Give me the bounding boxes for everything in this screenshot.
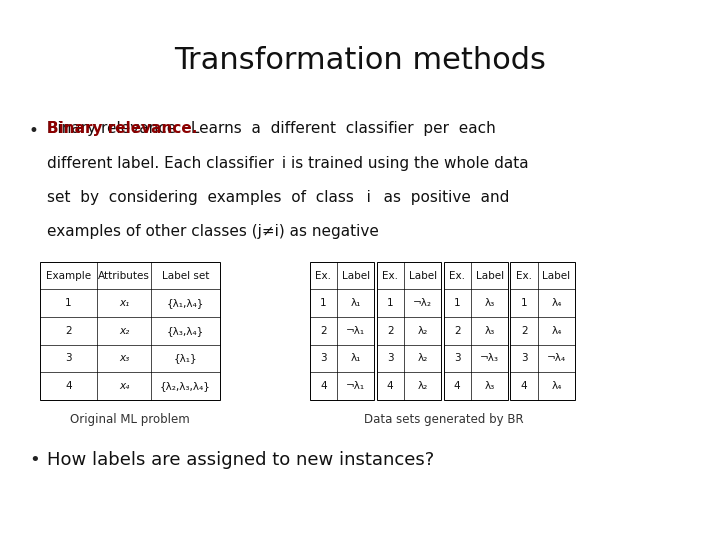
Text: λ₄: λ₄ [552, 326, 562, 336]
Text: Label: Label [341, 271, 370, 281]
Text: 3: 3 [320, 353, 327, 363]
Text: 1: 1 [387, 298, 394, 308]
Text: {λ₁,λ₄}: {λ₁,λ₄} [167, 298, 204, 308]
Text: x₃: x₃ [119, 353, 130, 363]
Text: ¬λ₄: ¬λ₄ [547, 353, 566, 363]
Text: λ₁: λ₁ [351, 353, 361, 363]
Text: {λ₂,λ₃,λ₄}: {λ₂,λ₃,λ₄} [160, 381, 211, 391]
Text: 3: 3 [521, 353, 528, 363]
Text: Transformation methods: Transformation methods [174, 46, 546, 75]
Text: 2: 2 [320, 326, 327, 336]
FancyBboxPatch shape [310, 262, 374, 400]
Text: Ex.: Ex. [382, 271, 398, 281]
Text: How labels are assigned to new instances?: How labels are assigned to new instances… [47, 451, 434, 469]
Text: x₂: x₂ [119, 326, 130, 336]
Text: Ex.: Ex. [449, 271, 465, 281]
Text: λ₁: λ₁ [351, 298, 361, 308]
Text: 4: 4 [320, 381, 327, 391]
Text: •: • [29, 451, 40, 469]
Text: λ₄: λ₄ [552, 381, 562, 391]
Text: 2: 2 [65, 326, 72, 336]
Text: 4: 4 [387, 381, 394, 391]
Text: Example: Example [46, 271, 91, 281]
Text: Label: Label [542, 271, 571, 281]
Text: λ₃: λ₃ [485, 298, 495, 308]
Text: 1: 1 [454, 298, 461, 308]
Text: ¬λ₂: ¬λ₂ [413, 298, 432, 308]
Text: 4: 4 [65, 381, 72, 391]
Text: Binary relevance.: Binary relevance. [47, 122, 197, 137]
Text: 1: 1 [65, 298, 72, 308]
FancyBboxPatch shape [377, 262, 441, 400]
Text: λ₄: λ₄ [552, 298, 562, 308]
Text: λ₂: λ₂ [418, 353, 428, 363]
Text: •: • [29, 122, 39, 139]
Text: 4: 4 [454, 381, 461, 391]
Text: 1: 1 [521, 298, 528, 308]
Text: ¬λ₁: ¬λ₁ [346, 381, 365, 391]
Text: 4: 4 [521, 381, 528, 391]
Text: x₄: x₄ [119, 381, 130, 391]
Text: Ex.: Ex. [516, 271, 532, 281]
Text: λ₃: λ₃ [485, 326, 495, 336]
Text: Attributes: Attributes [98, 271, 150, 281]
Text: 2: 2 [521, 326, 528, 336]
Text: Data sets generated by BR: Data sets generated by BR [364, 413, 523, 426]
Text: 3: 3 [387, 353, 394, 363]
FancyBboxPatch shape [510, 262, 575, 400]
Text: Label: Label [408, 271, 437, 281]
Text: ¬λ₁: ¬λ₁ [346, 326, 365, 336]
Text: 3: 3 [454, 353, 461, 363]
FancyBboxPatch shape [444, 262, 508, 400]
Text: examples of other classes (j≠i) as negative: examples of other classes (j≠i) as negat… [47, 224, 379, 239]
Text: 3: 3 [65, 353, 72, 363]
Text: Label set: Label set [162, 271, 209, 281]
Text: {λ₁}: {λ₁} [174, 353, 197, 363]
Text: λ₃: λ₃ [485, 381, 495, 391]
Text: Ex.: Ex. [315, 271, 331, 281]
Text: {λ₃,λ₄}: {λ₃,λ₄} [167, 326, 204, 336]
FancyBboxPatch shape [40, 262, 220, 400]
Text: 2: 2 [387, 326, 394, 336]
Text: 2: 2 [454, 326, 461, 336]
Text: Binary relevance.  Learns  a  different  classifier  per  each: Binary relevance. Learns a different cla… [47, 122, 495, 137]
Text: Label: Label [475, 271, 504, 281]
Text: x₁: x₁ [119, 298, 130, 308]
Text: different label. Each classifier  i is trained using the whole data: different label. Each classifier i is tr… [47, 156, 528, 171]
Text: ¬λ₃: ¬λ₃ [480, 353, 499, 363]
Text: set  by  considering  examples  of  class   i   as  positive  and: set by considering examples of class i a… [47, 190, 509, 205]
Text: λ₂: λ₂ [418, 381, 428, 391]
Text: Original ML problem: Original ML problem [70, 413, 189, 426]
Text: λ₂: λ₂ [418, 326, 428, 336]
Text: 1: 1 [320, 298, 327, 308]
